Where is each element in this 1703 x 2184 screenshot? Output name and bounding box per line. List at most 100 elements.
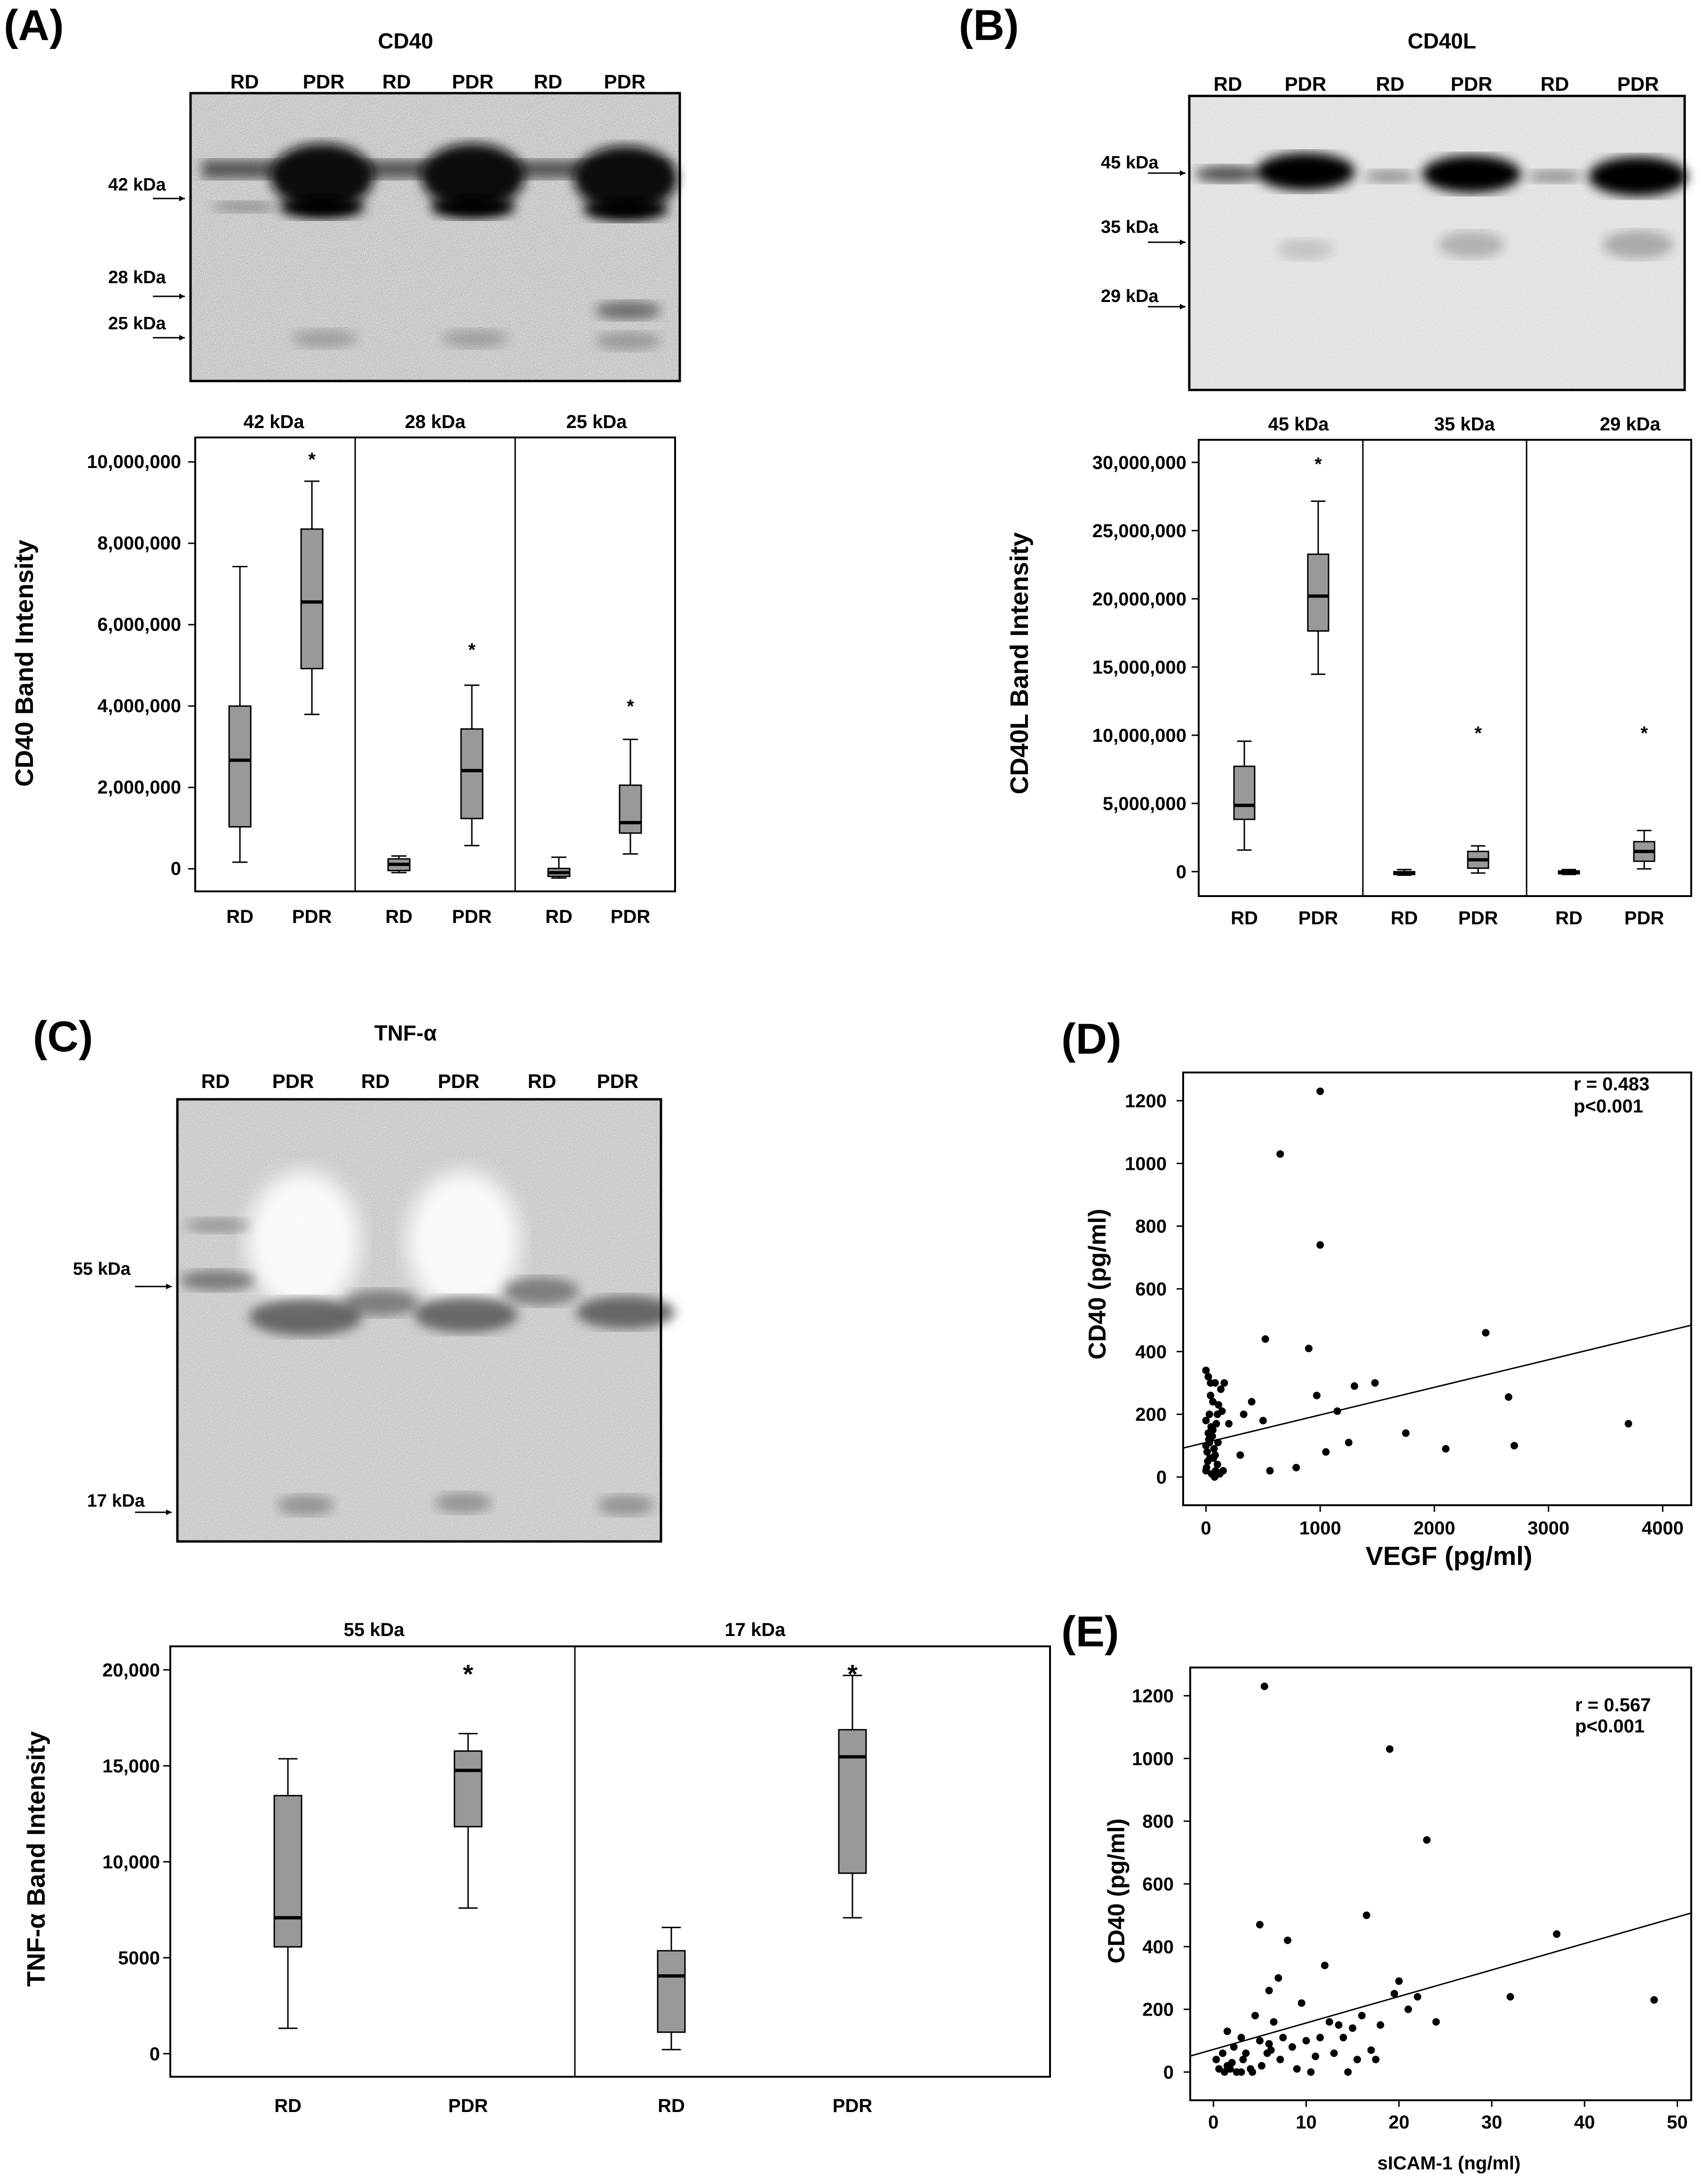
data-point [1276, 1150, 1284, 1158]
x-tick-label: RD [658, 2096, 685, 2116]
western-blot-image [176, 1098, 675, 1543]
data-point [1265, 1986, 1273, 1994]
y-tick-label: 0 [150, 2044, 160, 2065]
x-tick-label: 0 [1201, 1518, 1211, 1539]
marker-label: 28 kDa [108, 268, 166, 287]
y-tick-label: 1000 [1132, 1748, 1174, 1769]
panel-c: (C) TNF-α RD PDR RD PDR RD PDR [22, 1013, 1051, 2116]
data-point [1432, 2018, 1440, 2026]
lane-label: RD [231, 71, 259, 93]
x-tick-label: PDR [452, 906, 492, 927]
scatter-plot [1190, 1683, 1692, 2076]
box [300, 528, 324, 669]
lane-labels: RD PDR RD PDR RD PDR [231, 71, 646, 93]
x-tick-label: PDR [292, 906, 332, 927]
x-tick-label: PDR [833, 2096, 873, 2116]
data-point [1302, 2037, 1310, 2045]
data-point [1212, 1467, 1220, 1475]
data-point [1650, 1996, 1658, 2004]
data-point [1339, 2033, 1347, 2041]
x-tick-label: RD [1231, 908, 1258, 929]
y-tick-label: 400 [1142, 1937, 1174, 1957]
data-point [1251, 2012, 1259, 2019]
data-point [1344, 2068, 1352, 2076]
group-title: 29 kDa [1600, 414, 1661, 435]
blot-title: CD40 [378, 29, 433, 53]
regression-line [1190, 1912, 1692, 2057]
data-point [1482, 1329, 1490, 1337]
data-point [1259, 1417, 1267, 1424]
data-point [1228, 2059, 1236, 2066]
y-axis-title: TNF-α Band Intensity [22, 1731, 50, 1986]
y-tick-label: 20,000 [103, 1660, 160, 1681]
x-tick-label: 20 [1389, 2112, 1410, 2133]
data-point [1402, 1429, 1410, 1437]
data-point [1279, 2033, 1287, 2041]
panel-label: (C) [33, 1013, 93, 1061]
box-plot: 42 kDa 28 kDa 25 kDa CD40 Band Intensity… [10, 412, 676, 927]
lane-labels: RD PDR RD PDR RD PDR [201, 1070, 639, 1092]
x-tick-label: PDR [448, 2096, 488, 2116]
panel-label: (A) [4, 1, 64, 49]
data-point [1442, 1445, 1450, 1453]
x-labels: RD PDR RD PDR RD PDR [1231, 908, 1664, 929]
y-axis-title: CD40 (pg/ml) [1084, 1209, 1111, 1360]
box [1233, 765, 1256, 820]
data-point [1207, 1391, 1215, 1399]
data-point [1293, 2065, 1301, 2073]
x-tick-label: 10 [1296, 2112, 1317, 2133]
x-tick-label: RD [1555, 908, 1583, 929]
x-tick-label: 50 [1667, 2112, 1688, 2133]
scatter-plot [1183, 1088, 1692, 1481]
data-point [1217, 1385, 1225, 1393]
x-tick-label: 4000 [1642, 1518, 1684, 1539]
boxes [228, 480, 642, 879]
box [460, 728, 484, 819]
data-point [1292, 1464, 1300, 1471]
y-axis-title: CD40 (pg/ml) [1103, 1819, 1130, 1963]
data-point [1212, 2056, 1220, 2064]
y-ticks: 0 5,000,000 10,000,000 15,000,000 20,000… [1092, 453, 1199, 882]
data-point [1209, 1398, 1217, 1406]
y-tick-label: 10,000 [103, 1852, 160, 1873]
data-point [1261, 1335, 1269, 1343]
data-point [1202, 1417, 1210, 1424]
significance-star: * [1314, 454, 1322, 475]
box [657, 1950, 686, 2033]
data-point [1226, 2065, 1234, 2073]
data-point [1230, 2043, 1238, 2051]
lane-label: PDR [1451, 73, 1493, 95]
y-tick-label: 1000 [1125, 1153, 1167, 1174]
group-title: 28 kDa [405, 412, 466, 432]
data-point [1205, 1438, 1213, 1446]
y-tick-label: 600 [1142, 1874, 1174, 1895]
group-title: 42 kDa [244, 412, 305, 432]
data-point [1371, 1379, 1379, 1387]
data-point [1210, 1454, 1218, 1462]
stat-p: p<0.001 [1575, 1716, 1645, 1737]
data-point [1307, 2068, 1315, 2076]
significance-star: * [627, 696, 634, 717]
y-tick-label: 25,000,000 [1092, 521, 1186, 541]
significance-star: * [468, 640, 476, 660]
western-blot-image [1188, 95, 1687, 391]
y-tick-label: 800 [1142, 1811, 1174, 1832]
group-title: 55 kDa [344, 1620, 405, 1640]
y-tick-label: 200 [1135, 1405, 1167, 1425]
data-point [1351, 1382, 1359, 1390]
lane-label: PDR [272, 1070, 314, 1092]
data-point [1203, 1448, 1211, 1456]
data-point [1404, 2005, 1412, 2013]
marker-label: 42 kDa [108, 175, 166, 195]
data-point [1207, 1423, 1215, 1431]
data-point [1325, 2018, 1333, 2026]
lane-label: PDR [438, 1070, 480, 1092]
data-point [1256, 2037, 1264, 2045]
marker-label: 25 kDa [108, 314, 166, 334]
y-tick-label: 10,000,000 [1092, 725, 1186, 746]
lane-label: RD [534, 71, 563, 93]
data-point [1345, 1438, 1353, 1446]
lane-label: PDR [303, 71, 345, 93]
data-point [1202, 1464, 1210, 1471]
group-title: 45 kDa [1268, 414, 1329, 435]
